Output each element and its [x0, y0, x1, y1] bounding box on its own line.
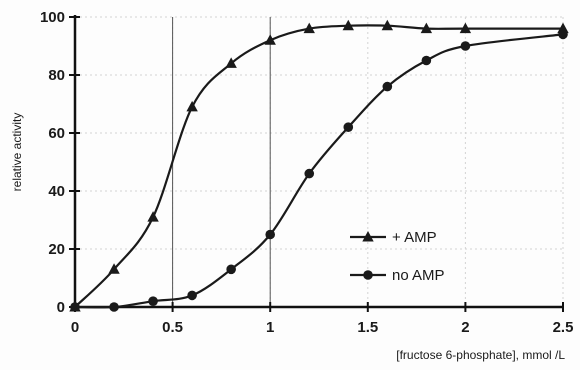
legend-marker-1	[363, 270, 373, 280]
legend-label-0: + AMP	[392, 229, 437, 246]
series-1-point-2	[148, 296, 158, 307]
x-tick-label-3: 1.5	[357, 319, 378, 336]
legend-label-1: no AMP	[392, 267, 445, 284]
x-tick-label-2: 1	[266, 319, 274, 336]
series-0-point-7	[342, 19, 354, 31]
series-0-point-10	[459, 22, 472, 34]
x-tick-label-1: 0.5	[162, 319, 183, 336]
legend: + AMP no AMP	[350, 229, 445, 284]
series-line-1	[74, 33, 564, 309]
series-0-point-5	[264, 34, 276, 45]
series-0-point-3	[186, 100, 198, 112]
series-line-0	[74, 24, 563, 308]
series-1-point-5	[265, 229, 276, 240]
series-1-point-4	[226, 264, 236, 275]
series-0-point-6	[303, 22, 315, 34]
y-tick-label-5: 100	[40, 9, 65, 26]
y-tick-label-4: 80	[48, 67, 65, 84]
y-tick-label-1: 20	[48, 241, 65, 258]
series-1	[70, 29, 568, 312]
grid	[75, 16, 564, 307]
y-axis-title: relative activity	[10, 113, 24, 192]
x-axis-title: [fructose 6-phosphate], mmol /L	[396, 348, 565, 362]
series-0-point-8	[381, 19, 394, 31]
series	[69, 19, 569, 312]
series-0-point-2	[147, 211, 159, 222]
axes	[73, 15, 563, 309]
series-0-point-9	[420, 22, 433, 34]
series-0-point-4	[225, 57, 237, 68]
series-1-point-7	[343, 122, 354, 132]
series-1-point-11	[558, 29, 568, 40]
series-0-point-11	[557, 22, 569, 34]
series-1-point-10	[460, 41, 471, 51]
y-tick-label-3: 60	[48, 125, 65, 142]
y-tick-label-2: 40	[48, 183, 65, 200]
series-0-point-1	[108, 263, 120, 274]
series-1-point-6	[304, 168, 315, 179]
legend-marker-0	[362, 231, 374, 242]
series-1-point-0	[70, 302, 80, 312]
series-0	[69, 19, 569, 312]
series-1-point-9	[421, 55, 432, 66]
x-tick-label-0: 0	[71, 319, 79, 336]
y-tick-label-0: 0	[57, 299, 65, 316]
series-1-point-8	[382, 81, 393, 92]
x-tick-label-5: 2.5	[553, 319, 574, 336]
series-1-point-1	[109, 302, 119, 312]
x-tick-label-4: 2	[461, 319, 469, 336]
series-1-point-3	[187, 290, 197, 301]
